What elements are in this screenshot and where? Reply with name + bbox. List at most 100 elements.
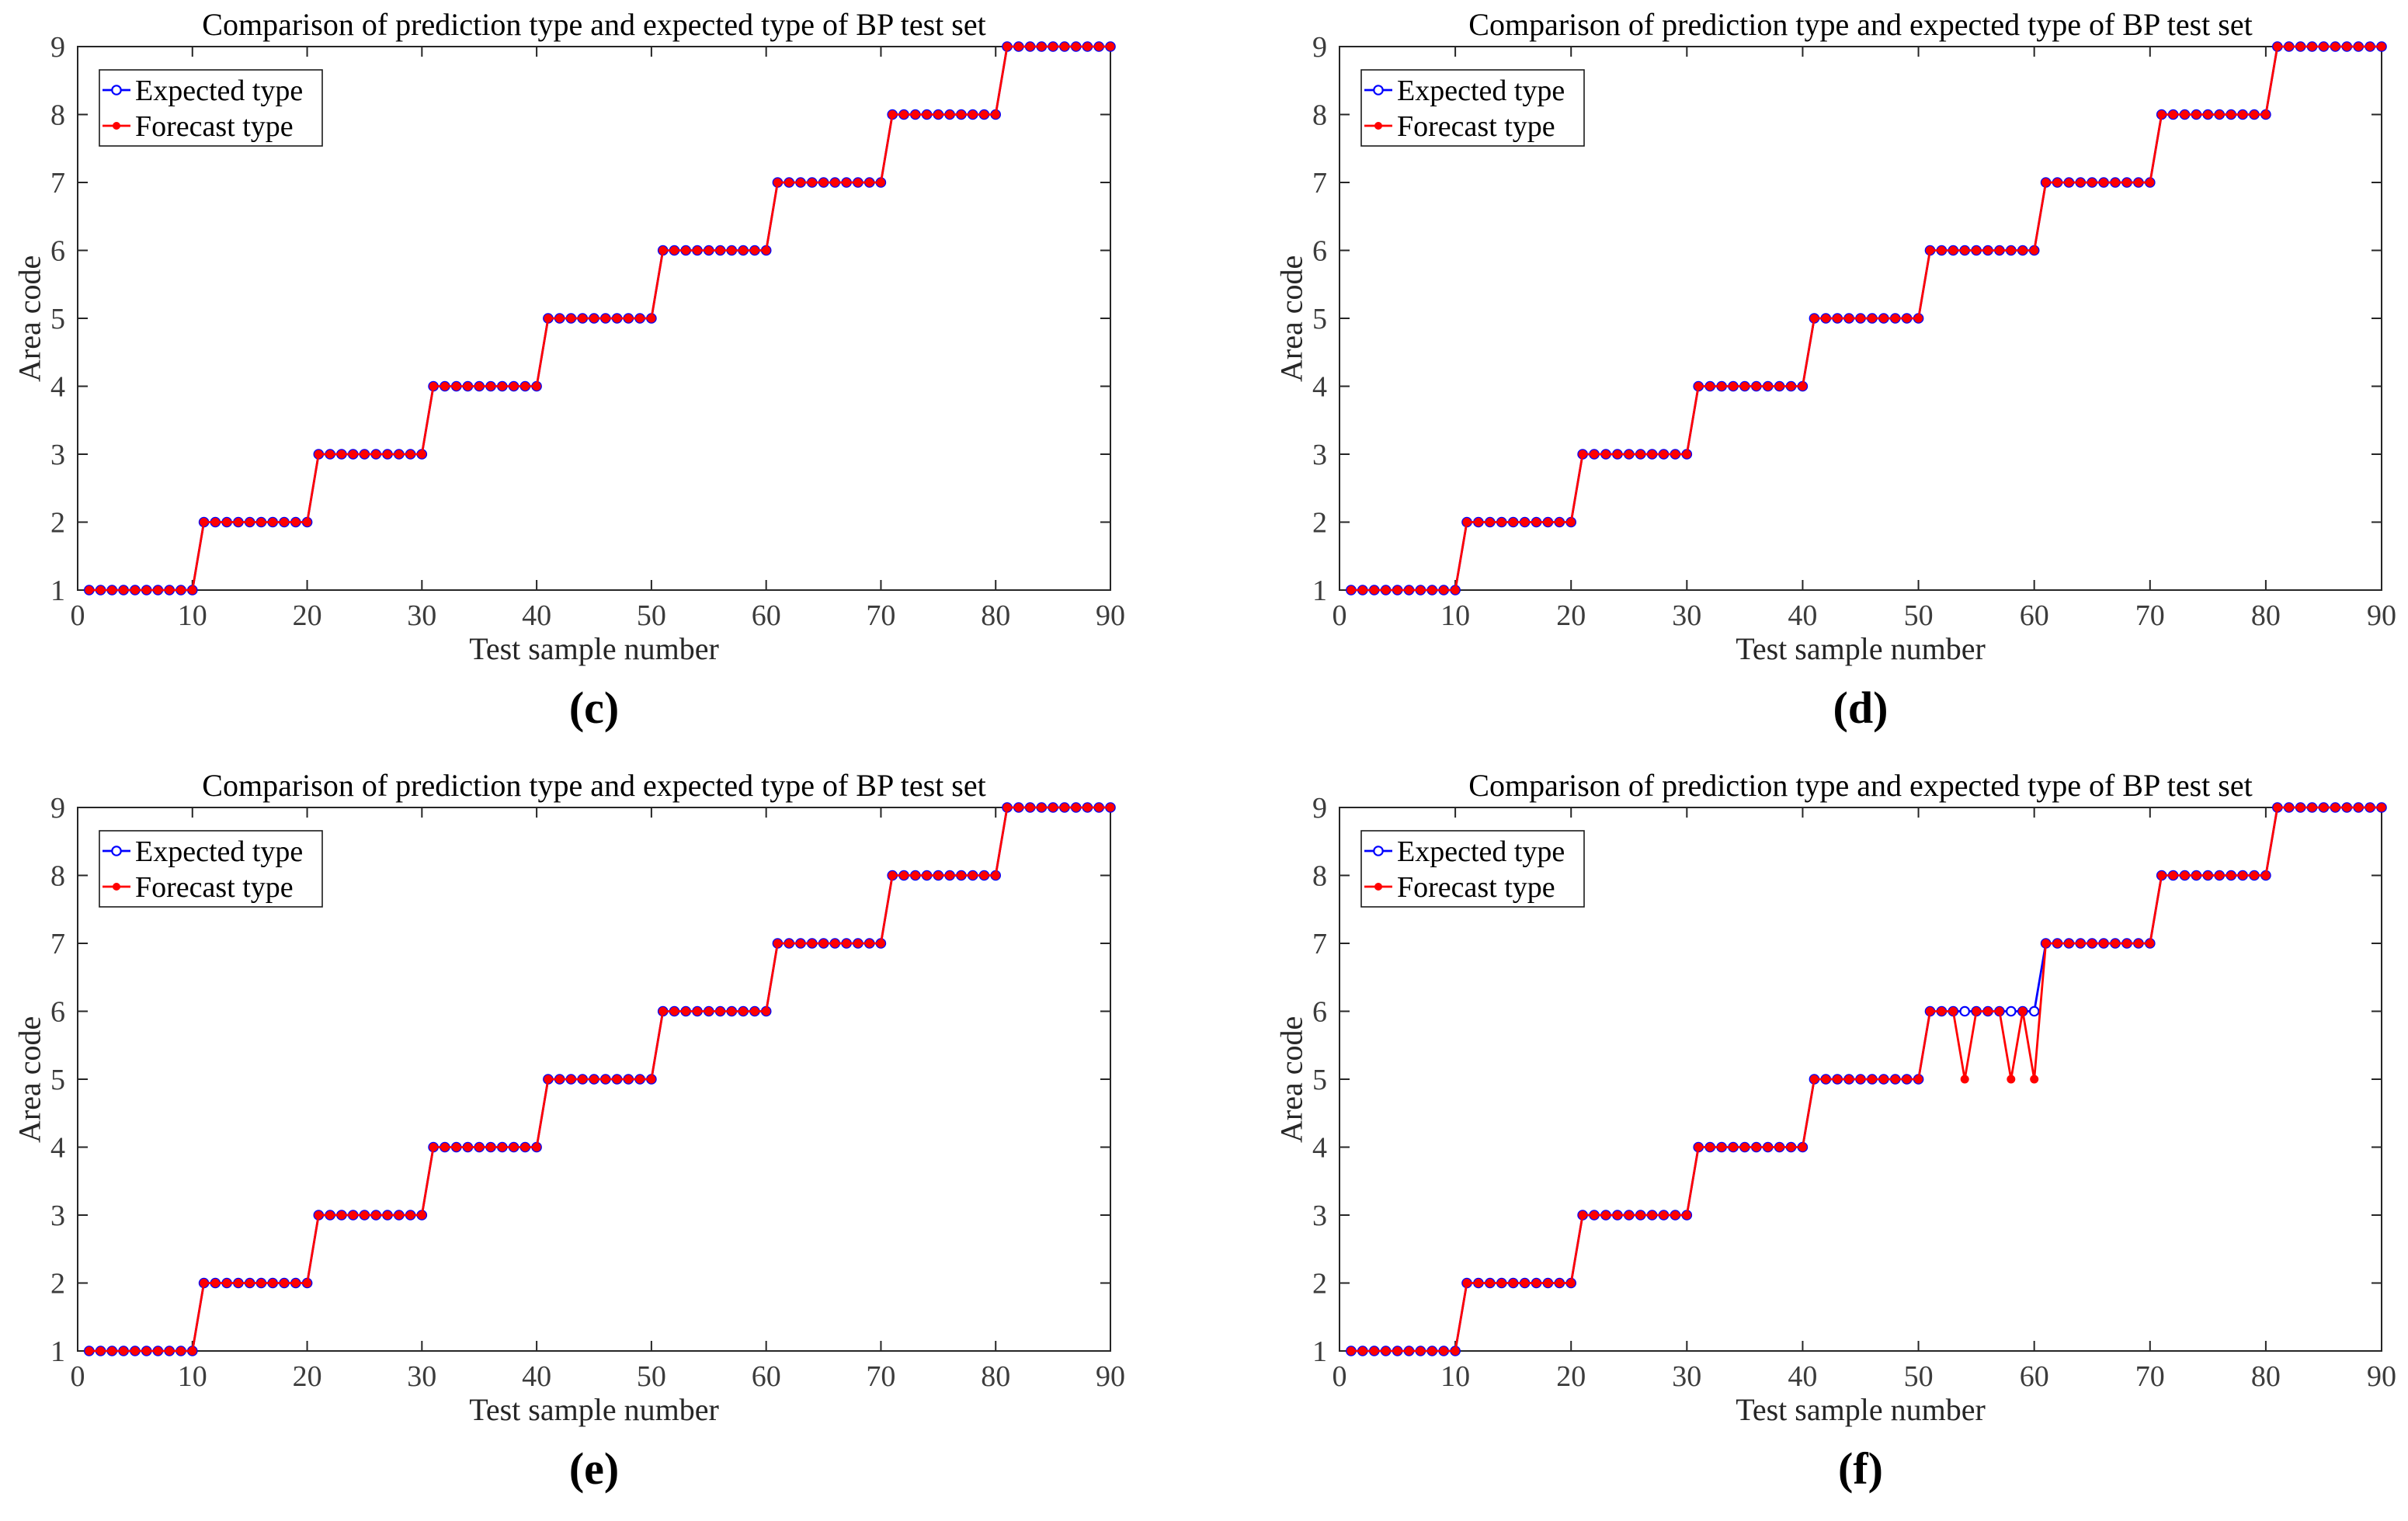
svg-text:0: 0: [1333, 599, 1347, 632]
y-axis-label: Area code: [1273, 1016, 1309, 1143]
svg-text:40: 40: [1788, 1360, 1817, 1393]
svg-text:90: 90: [2367, 599, 2396, 632]
svg-text:6: 6: [50, 996, 65, 1029]
x-axis-label: Test sample number: [469, 1392, 719, 1427]
svg-text:30: 30: [1672, 1360, 1701, 1393]
svg-text:70: 70: [866, 1360, 895, 1393]
svg-text:20: 20: [1556, 1360, 1586, 1393]
panel-caption: (f): [1838, 1443, 1883, 1494]
svg-text:90: 90: [2367, 1360, 2396, 1393]
svg-text:3: 3: [1312, 1200, 1327, 1232]
x-axis-label: Test sample number: [1736, 631, 1986, 666]
svg-text:2: 2: [1312, 507, 1327, 540]
x-axis-label: Test sample number: [1736, 1392, 1986, 1427]
svg-text:80: 80: [2251, 1360, 2281, 1393]
svg-text:Forecast type: Forecast type: [1397, 110, 1555, 143]
svg-text:0: 0: [1333, 1360, 1347, 1393]
svg-text:20: 20: [293, 599, 322, 632]
svg-text:30: 30: [407, 599, 436, 632]
svg-text:9: 9: [50, 31, 65, 64]
svg-text:40: 40: [1788, 599, 1817, 632]
y-axis-label: Area code: [12, 255, 47, 382]
svg-text:60: 60: [752, 599, 781, 632]
svg-text:90: 90: [1096, 599, 1125, 632]
panel-f: 0 10 20 30 40 50 60 70 80 90 1 2 3 4 5 6 7 8 9 Expected typ…: [1204, 761, 2408, 1521]
chart-plot-e: 0 10 20 30 40 50 60 70 80 90 1 2 3 4 5 6 7 8 9 Expected typ…: [50, 792, 1125, 1393]
svg-text:4: 4: [1312, 371, 1327, 404]
svg-text:Forecast type: Forecast type: [135, 871, 294, 904]
svg-text:3: 3: [50, 439, 65, 471]
svg-text:80: 80: [981, 1360, 1010, 1393]
svg-text:70: 70: [2135, 1360, 2165, 1393]
svg-text:7: 7: [1312, 167, 1327, 200]
svg-text:80: 80: [2251, 599, 2281, 632]
svg-text:70: 70: [2135, 599, 2165, 632]
svg-text:80: 80: [981, 599, 1010, 632]
svg-text:10: 10: [1440, 599, 1470, 632]
svg-text:10: 10: [178, 1360, 207, 1393]
svg-text:90: 90: [1096, 1360, 1125, 1393]
panel-e: 0 10 20 30 40 50 60 70 80 90 1 2 3 4 5 6 7 8 9 Expected typ…: [0, 761, 1204, 1521]
svg-text:70: 70: [866, 599, 895, 632]
svg-text:60: 60: [2020, 599, 2049, 632]
svg-text:5: 5: [50, 303, 65, 335]
svg-text:7: 7: [50, 928, 65, 960]
svg-text:6: 6: [50, 235, 65, 268]
svg-text:5: 5: [50, 1064, 65, 1096]
svg-text:0: 0: [71, 1360, 85, 1393]
svg-text:50: 50: [1904, 599, 1934, 632]
svg-text:30: 30: [407, 1360, 436, 1393]
svg-text:1: 1: [1312, 575, 1327, 607]
svg-text:3: 3: [50, 1200, 65, 1232]
svg-text:30: 30: [1672, 599, 1701, 632]
svg-text:8: 8: [50, 99, 65, 132]
svg-text:5: 5: [1312, 1064, 1327, 1096]
chart-plot-c: 0 10 20 30 40 50 60 70 80 90 1 2 3 4 5 6 7 8 9 Expected typ…: [50, 31, 1125, 632]
svg-text:6: 6: [1312, 996, 1327, 1029]
svg-text:5: 5: [1312, 303, 1327, 335]
svg-text:2: 2: [50, 1268, 65, 1300]
svg-text:7: 7: [50, 167, 65, 200]
y-axis-label: Area code: [1273, 255, 1309, 382]
chart-title: Comparison of prediction type and expect…: [202, 7, 986, 42]
x-axis-label: Test sample number: [469, 631, 719, 666]
svg-text:Expected type: Expected type: [1397, 835, 1565, 868]
svg-text:50: 50: [637, 1360, 666, 1393]
chart-title: Comparison of prediction type and expect…: [202, 768, 986, 803]
chart-title: Comparison of prediction type and expect…: [1468, 768, 2253, 803]
svg-text:6: 6: [1312, 235, 1327, 268]
svg-text:0: 0: [71, 599, 85, 632]
svg-text:9: 9: [50, 792, 65, 825]
svg-text:2: 2: [1312, 1268, 1327, 1300]
svg-text:40: 40: [522, 599, 551, 632]
panel-caption: (d): [1833, 682, 1889, 733]
svg-text:20: 20: [1556, 599, 1586, 632]
svg-text:Forecast type: Forecast type: [1397, 871, 1555, 904]
panel-c: 0 10 20 30 40 50 60 70 80 90 1 2 3 4 5 6 7 8 9 Expected typ…: [0, 0, 1204, 761]
svg-text:3: 3: [1312, 439, 1327, 471]
svg-text:60: 60: [752, 1360, 781, 1393]
svg-text:8: 8: [1312, 99, 1327, 132]
svg-text:4: 4: [50, 1132, 65, 1165]
svg-text:9: 9: [1312, 31, 1327, 64]
panel-d: 0 10 20 30 40 50 60 70 80 90 1 2 3 4 5 6 7 8 9 Expected typ…: [1204, 0, 2408, 761]
svg-text:4: 4: [50, 371, 65, 404]
svg-text:20: 20: [293, 1360, 322, 1393]
svg-text:8: 8: [1312, 860, 1327, 893]
svg-text:8: 8: [50, 860, 65, 893]
svg-text:Expected type: Expected type: [135, 835, 303, 868]
svg-text:9: 9: [1312, 792, 1327, 825]
svg-text:7: 7: [1312, 928, 1327, 960]
chart-plot-d: 0 10 20 30 40 50 60 70 80 90 1 2 3 4 5 6 7 8 9 Expected typ…: [1312, 31, 2396, 632]
svg-text:50: 50: [637, 599, 666, 632]
svg-text:Expected type: Expected type: [1397, 75, 1565, 107]
svg-text:50: 50: [1904, 1360, 1934, 1393]
svg-text:2: 2: [50, 507, 65, 540]
svg-text:60: 60: [2020, 1360, 2049, 1393]
svg-text:40: 40: [522, 1360, 551, 1393]
svg-text:1: 1: [1312, 1335, 1327, 1368]
panel-caption: (e): [568, 1443, 620, 1494]
svg-text:4: 4: [1312, 1132, 1327, 1165]
svg-text:10: 10: [1440, 1360, 1470, 1393]
